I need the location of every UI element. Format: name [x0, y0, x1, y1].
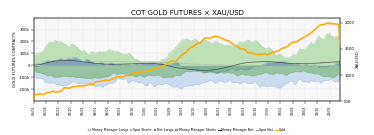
Title: COT GOLD FUTURES × XAU/USD: COT GOLD FUTURES × XAU/USD	[131, 10, 243, 16]
Y-axis label: XAU/USD: XAU/USD	[356, 50, 360, 68]
Legend: Money Manager Longs, Spot Shorts, Net Longs, Money Manager Shorts, Money Manager: Money Manager Longs, Spot Shorts, Net Lo…	[87, 127, 287, 133]
Y-axis label: GOLD FUTURES CONTRACTS: GOLD FUTURES CONTRACTS	[13, 32, 16, 87]
